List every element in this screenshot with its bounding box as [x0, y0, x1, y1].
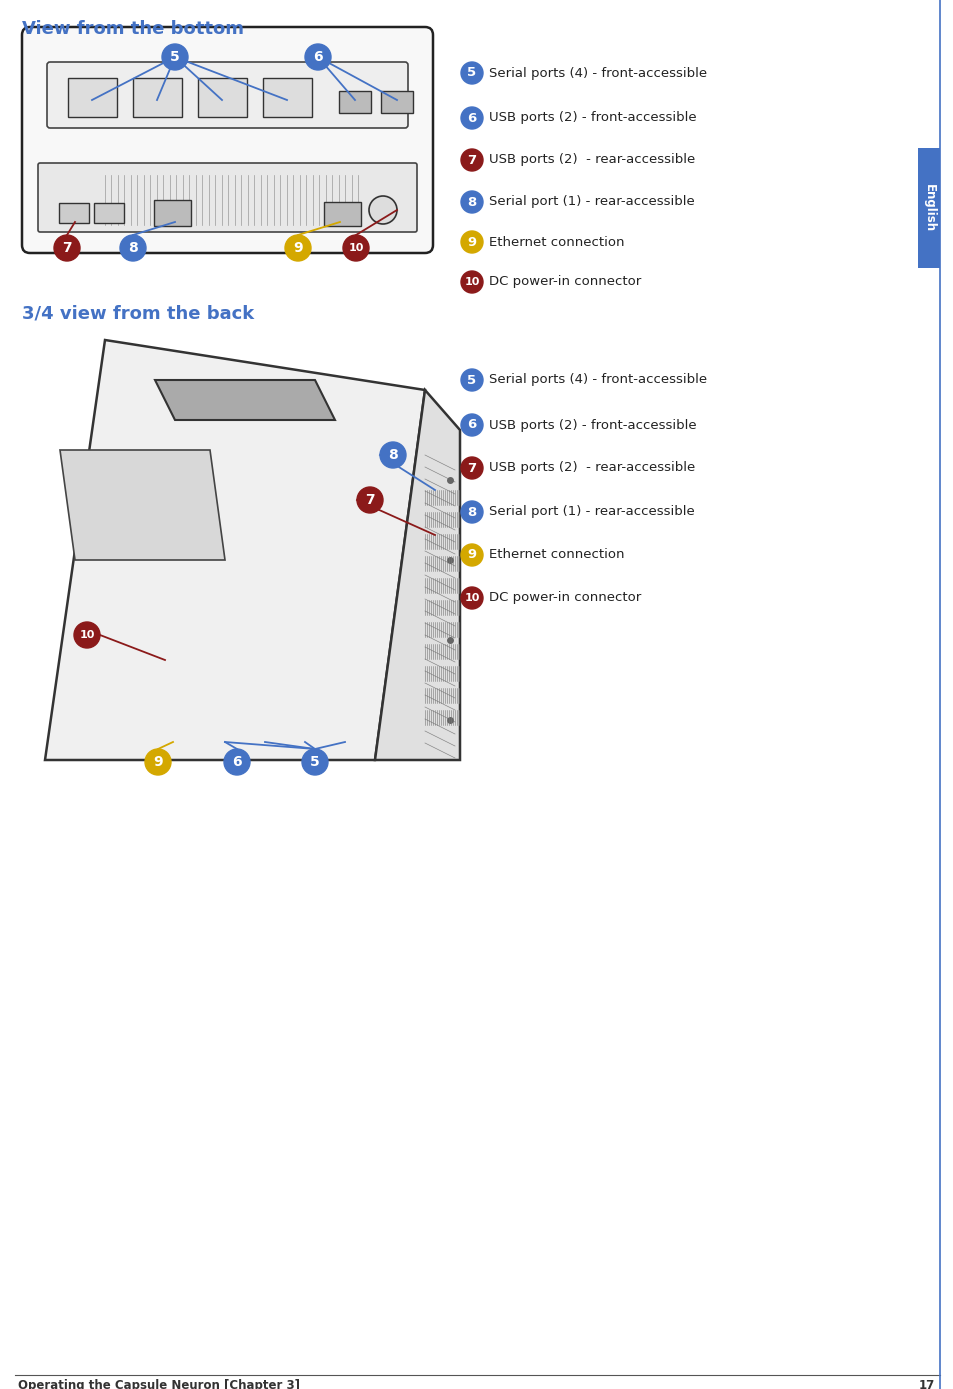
Circle shape: [224, 749, 250, 775]
Text: Serial port (1) - rear-accessible: Serial port (1) - rear-accessible: [489, 196, 694, 208]
Circle shape: [302, 749, 328, 775]
Polygon shape: [45, 340, 424, 760]
Circle shape: [460, 588, 482, 608]
Text: 17: 17: [918, 1379, 934, 1389]
Circle shape: [460, 149, 482, 171]
Text: USB ports (2)  - rear-accessible: USB ports (2) - rear-accessible: [489, 461, 695, 475]
Circle shape: [460, 544, 482, 565]
Text: 7: 7: [365, 493, 375, 507]
Circle shape: [460, 192, 482, 213]
Circle shape: [460, 107, 482, 129]
Circle shape: [460, 271, 482, 293]
Text: 8: 8: [467, 196, 476, 208]
Text: 9: 9: [153, 756, 163, 770]
Text: 9: 9: [467, 236, 476, 249]
Circle shape: [379, 442, 406, 468]
Text: 10: 10: [464, 593, 479, 603]
Text: USB ports (2) - front-accessible: USB ports (2) - front-accessible: [489, 418, 696, 432]
Text: DC power-in connector: DC power-in connector: [489, 275, 640, 289]
Circle shape: [460, 231, 482, 253]
Circle shape: [460, 457, 482, 479]
Text: Ethernet connection: Ethernet connection: [489, 236, 624, 249]
Circle shape: [145, 749, 171, 775]
FancyBboxPatch shape: [338, 92, 371, 113]
Circle shape: [120, 235, 146, 261]
Text: English: English: [922, 183, 935, 232]
Text: 7: 7: [467, 154, 476, 167]
Text: 6: 6: [232, 756, 241, 770]
Circle shape: [460, 501, 482, 524]
Circle shape: [460, 63, 482, 83]
Polygon shape: [375, 390, 459, 760]
Text: View from the bottom: View from the bottom: [22, 19, 244, 38]
FancyBboxPatch shape: [94, 203, 124, 224]
FancyBboxPatch shape: [324, 201, 360, 226]
Polygon shape: [60, 450, 225, 560]
FancyBboxPatch shape: [263, 78, 312, 117]
Text: 6: 6: [313, 50, 322, 64]
Circle shape: [162, 44, 188, 69]
Text: 5: 5: [467, 374, 476, 386]
Text: 8: 8: [128, 242, 138, 256]
Text: 5: 5: [310, 756, 319, 770]
Circle shape: [343, 235, 369, 261]
FancyBboxPatch shape: [38, 163, 416, 232]
Circle shape: [356, 488, 382, 513]
Text: 5: 5: [467, 67, 476, 79]
Text: 10: 10: [348, 243, 363, 253]
Text: Serial port (1) - rear-accessible: Serial port (1) - rear-accessible: [489, 506, 694, 518]
FancyBboxPatch shape: [47, 63, 408, 128]
Circle shape: [285, 235, 311, 261]
Text: USB ports (2) - front-accessible: USB ports (2) - front-accessible: [489, 111, 696, 125]
Polygon shape: [154, 381, 335, 419]
Text: Operating the Capsule Neuron [Chapter 3]: Operating the Capsule Neuron [Chapter 3]: [18, 1379, 299, 1389]
Text: 8: 8: [467, 506, 476, 518]
Text: 3/4 view from the back: 3/4 view from the back: [22, 306, 254, 324]
FancyBboxPatch shape: [198, 78, 247, 117]
FancyBboxPatch shape: [22, 26, 433, 253]
Text: Ethernet connection: Ethernet connection: [489, 549, 624, 561]
FancyBboxPatch shape: [917, 149, 939, 268]
FancyBboxPatch shape: [380, 92, 413, 113]
Text: 10: 10: [464, 276, 479, 288]
Text: 6: 6: [467, 111, 476, 125]
Circle shape: [54, 235, 80, 261]
FancyBboxPatch shape: [132, 78, 182, 117]
FancyBboxPatch shape: [68, 78, 117, 117]
Text: Serial ports (4) - front-accessible: Serial ports (4) - front-accessible: [489, 374, 706, 386]
Text: 7: 7: [467, 461, 476, 475]
Text: USB ports (2)  - rear-accessible: USB ports (2) - rear-accessible: [489, 154, 695, 167]
Text: 9: 9: [467, 549, 476, 561]
Circle shape: [460, 414, 482, 436]
Circle shape: [305, 44, 331, 69]
Text: 5: 5: [170, 50, 180, 64]
Text: 10: 10: [79, 631, 94, 640]
Text: 9: 9: [293, 242, 302, 256]
Circle shape: [460, 369, 482, 390]
Text: 7: 7: [62, 242, 71, 256]
Text: 6: 6: [467, 418, 476, 432]
Circle shape: [74, 622, 100, 649]
Text: 8: 8: [388, 449, 397, 463]
Text: Serial ports (4) - front-accessible: Serial ports (4) - front-accessible: [489, 67, 706, 79]
FancyBboxPatch shape: [153, 200, 191, 226]
FancyBboxPatch shape: [59, 203, 89, 224]
Text: DC power-in connector: DC power-in connector: [489, 592, 640, 604]
Circle shape: [369, 196, 396, 224]
